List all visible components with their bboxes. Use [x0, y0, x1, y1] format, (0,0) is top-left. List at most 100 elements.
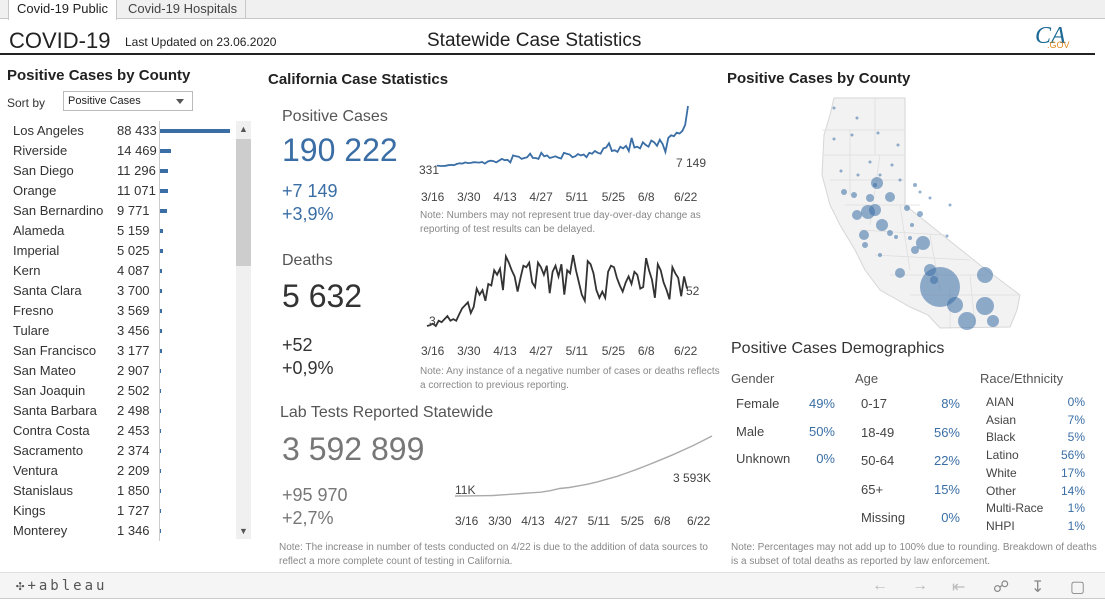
- ca-gov-logo[interactable]: CA .GOV: [1035, 23, 1075, 53]
- county-row[interactable]: Tulare 3 456: [0, 321, 236, 341]
- county-row[interactable]: Alameda 5 159: [0, 221, 236, 241]
- county-bubble[interactable]: [913, 183, 917, 187]
- fullscreen-icon[interactable]: ▢: [1070, 579, 1086, 596]
- county-bubble[interactable]: [916, 236, 930, 250]
- county-bubble[interactable]: [866, 194, 874, 202]
- county-bubble[interactable]: [911, 246, 919, 254]
- county-row[interactable]: San Mateo 2 907: [0, 361, 236, 381]
- county-bubble[interactable]: [987, 315, 999, 327]
- county-row[interactable]: Orange 11 071: [0, 181, 236, 201]
- county-bubble[interactable]: [894, 235, 898, 239]
- download-icon[interactable]: ↧: [1031, 579, 1045, 596]
- county-bar: [159, 249, 164, 253]
- county-bubble[interactable]: [924, 264, 936, 276]
- county-row[interactable]: San Francisco 3 177: [0, 341, 236, 361]
- tableau-logo[interactable]: ✣+ableau: [16, 578, 107, 594]
- chevron-down-icon: [176, 99, 184, 104]
- county-row[interactable]: Los Angeles 88 433: [0, 121, 236, 141]
- county-row[interactable]: Kings 1 727: [0, 501, 236, 521]
- county-bubble[interactable]: [859, 230, 869, 240]
- county-bubble[interactable]: [832, 137, 836, 141]
- scroll-down-icon[interactable]: ▼: [239, 526, 248, 536]
- county-bubble[interactable]: [876, 131, 880, 135]
- redo-icon[interactable]: →: [912, 577, 928, 594]
- california-county-map[interactable]: [820, 95, 1030, 330]
- tests-chart[interactable]: [440, 430, 715, 505]
- county-bubble[interactable]: [917, 211, 923, 217]
- x-tick-label: 5/11: [565, 344, 589, 358]
- county-bubble[interactable]: [856, 173, 860, 177]
- county-bubble[interactable]: [920, 267, 960, 307]
- revert-icon[interactable]: ⇤: [952, 579, 966, 596]
- county-bubble[interactable]: [850, 133, 854, 137]
- demographic-category: Male: [736, 423, 765, 439]
- county-bubble[interactable]: [851, 192, 857, 198]
- x-tick-label: 6/8: [637, 190, 655, 204]
- scroll-up-icon[interactable]: ▲: [239, 124, 248, 134]
- county-row[interactable]: Ventura 2 209: [0, 461, 236, 481]
- county-row[interactable]: Sacramento 2 374: [0, 441, 236, 461]
- county-list-scrollbar[interactable]: ▲ ▼: [236, 121, 251, 539]
- county-bubble[interactable]: [841, 189, 847, 195]
- county-bar: [159, 469, 161, 473]
- county-bubble[interactable]: [855, 116, 859, 120]
- county-bubble[interactable]: [832, 106, 836, 110]
- positive-cases-chart[interactable]: [415, 100, 715, 180]
- sort-by-dropdown[interactable]: Positive Cases: [63, 91, 193, 111]
- county-bubble[interactable]: [977, 267, 993, 283]
- county-bubble[interactable]: [896, 143, 900, 147]
- county-row[interactable]: Santa Clara 3 700: [0, 281, 236, 301]
- county-bubble[interactable]: [852, 210, 862, 220]
- demographic-category: White: [986, 465, 1017, 480]
- county-name: Los Angeles: [13, 123, 84, 138]
- demographic-percent: 14%: [1060, 483, 1085, 498]
- county-bubble[interactable]: [861, 205, 875, 219]
- county-bubble[interactable]: [904, 205, 910, 211]
- county-bubble[interactable]: [928, 196, 932, 200]
- county-bubble[interactable]: [908, 236, 912, 240]
- county-row[interactable]: Contra Costa 2 453: [0, 421, 236, 441]
- county-bubble[interactable]: [878, 173, 882, 177]
- county-bubble[interactable]: [898, 178, 902, 182]
- x-tick-label: 6/22: [674, 344, 698, 358]
- county-value: 2 907: [117, 363, 150, 378]
- scroll-thumb[interactable]: [236, 139, 251, 266]
- tab-covid-hospitals[interactable]: Covid-19 Hospitals: [120, 0, 247, 19]
- county-value: 3 700: [117, 283, 150, 298]
- county-bubble[interactable]: [947, 297, 963, 313]
- county-bubble[interactable]: [873, 183, 877, 187]
- county-bubble[interactable]: [918, 190, 922, 194]
- county-bubble[interactable]: [885, 192, 895, 202]
- county-bubble[interactable]: [958, 312, 976, 330]
- county-bubble[interactable]: [930, 276, 938, 284]
- county-row[interactable]: Santa Barbara 2 498: [0, 401, 236, 421]
- county-bubble[interactable]: [868, 160, 872, 164]
- county-row[interactable]: San Joaquin 2 502: [0, 381, 236, 401]
- race-header: Race/Ethnicity: [980, 371, 1064, 386]
- county-row[interactable]: San Bernardino 9 771: [0, 201, 236, 221]
- county-row[interactable]: Imperial 5 025: [0, 241, 236, 261]
- county-row[interactable]: Fresno 3 569: [0, 301, 236, 321]
- tab-covid-public[interactable]: Covid-19 Public: [8, 0, 118, 20]
- county-row[interactable]: Stanislaus 1 850: [0, 481, 236, 501]
- deaths-chart[interactable]: [415, 250, 715, 335]
- county-bubble[interactable]: [876, 219, 888, 231]
- county-bubble[interactable]: [976, 297, 994, 315]
- county-bar: [159, 489, 161, 493]
- county-row[interactable]: San Diego 11 296: [0, 161, 236, 181]
- county-bubble[interactable]: [890, 163, 894, 167]
- county-bubble[interactable]: [948, 203, 952, 207]
- share-icon[interactable]: ☍: [993, 579, 1010, 596]
- county-bubble[interactable]: [910, 223, 914, 227]
- county-row[interactable]: Riverside 14 469: [0, 141, 236, 161]
- county-bubble[interactable]: [839, 169, 843, 173]
- county-bubble[interactable]: [945, 234, 949, 238]
- county-bubble[interactable]: [871, 177, 883, 189]
- county-bubble[interactable]: [887, 230, 893, 236]
- county-bubble[interactable]: [895, 268, 905, 278]
- county-bubble[interactable]: [862, 242, 868, 248]
- county-row[interactable]: Kern 4 087: [0, 261, 236, 281]
- county-row[interactable]: Monterey 1 346: [0, 521, 236, 541]
- undo-icon[interactable]: ←: [872, 577, 888, 594]
- county-bubble[interactable]: [878, 253, 882, 257]
